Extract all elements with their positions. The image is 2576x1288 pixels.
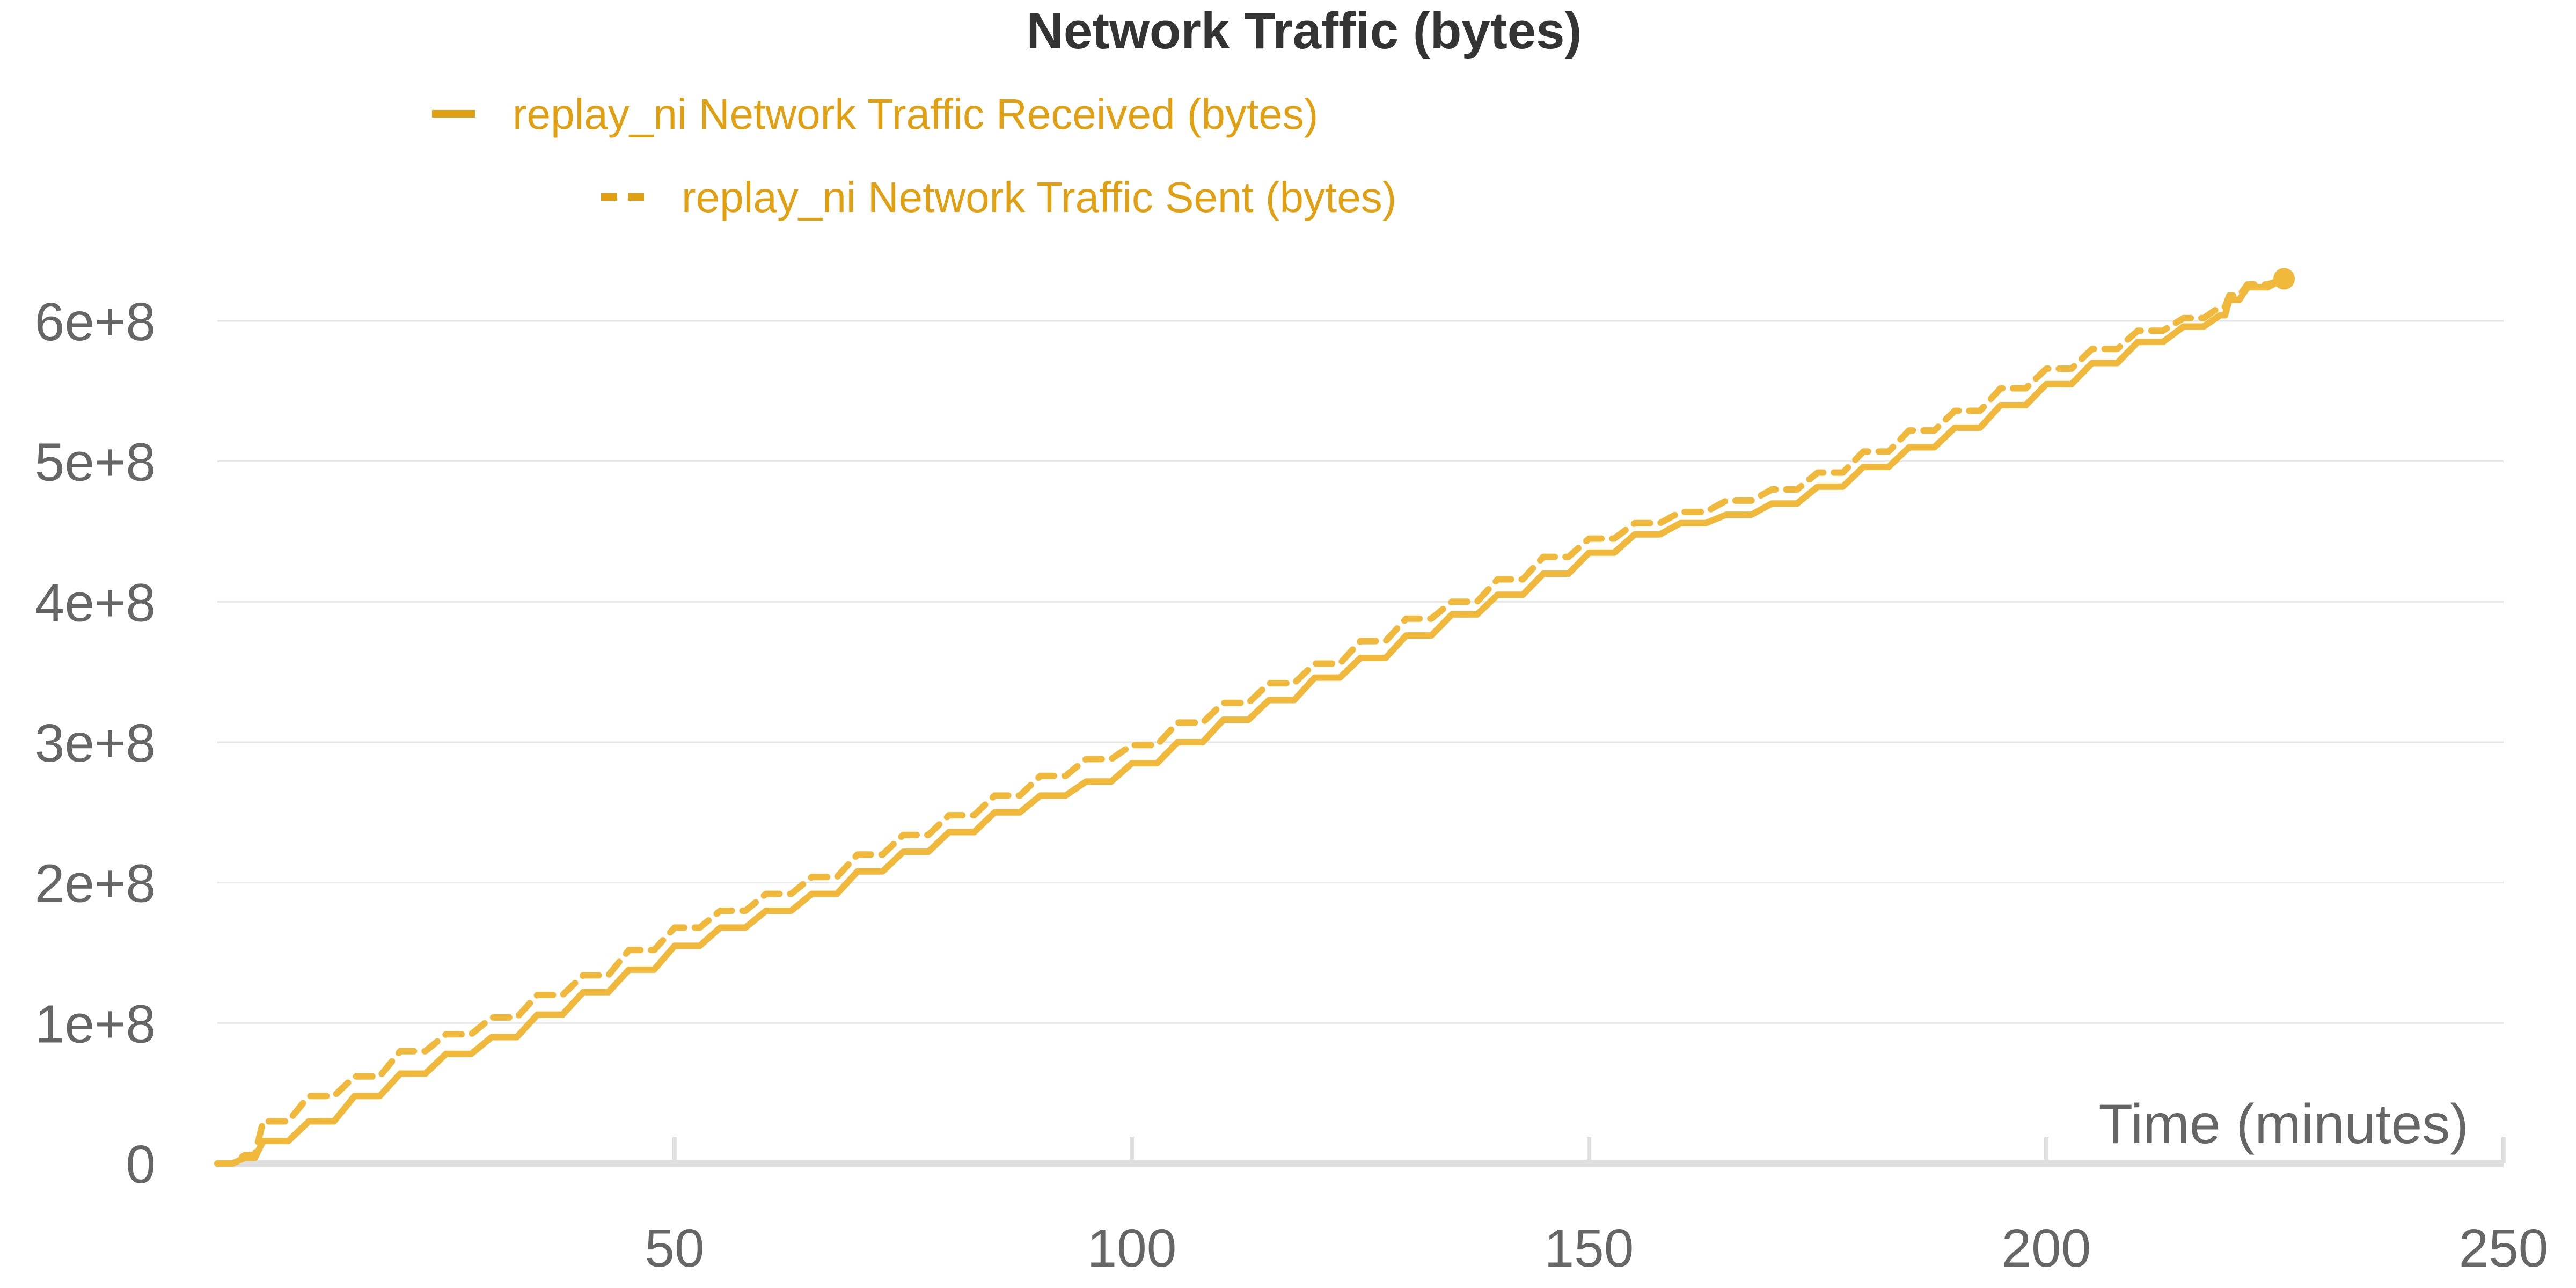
y-tick-label: 6e+8 [35,292,156,352]
chart-title: Network Traffic (bytes) [1027,2,1582,60]
x-tick-label: 50 [645,1218,704,1278]
x-tick-label: 150 [1545,1218,1634,1278]
legend-label: replay_ni Network Traffic Sent (bytes) [682,173,1396,221]
x-axis-title: Time (minutes) [2098,1093,2469,1155]
y-tick-label: 4e+8 [35,573,156,633]
x-tick-label: 100 [1087,1218,1177,1278]
y-tick-label: 1e+8 [35,994,156,1054]
series-end-marker [2273,268,2295,290]
y-tick-label: 3e+8 [35,713,156,773]
x-axis [217,1137,2506,1167]
y-tick-label: 0 [126,1135,156,1195]
chart-legend: replay_ni Network Traffic Received (byte… [432,90,1396,221]
y-tick-label: 5e+8 [35,433,156,493]
legend-item-received[interactable]: replay_ni Network Traffic Received (byte… [432,90,1318,138]
y-axis-tick-labels: 0 1e+8 2e+8 3e+8 4e+8 5e+8 6e+8 [35,292,156,1195]
series-line-sent [214,275,2287,1167]
series-line-received [214,275,2287,1167]
gridlines [217,320,2504,1024]
series-layer [214,268,2295,1167]
x-tick-label: 200 [2002,1218,2091,1278]
legend-item-sent[interactable]: replay_ni Network Traffic Sent (bytes) [601,173,1396,221]
legend-label: replay_ni Network Traffic Received (byte… [513,90,1318,138]
x-axis-tick-labels: 50 100 150 200 250 [645,1218,2548,1278]
x-tick-label: 250 [2459,1218,2549,1278]
y-tick-label: 2e+8 [35,854,156,914]
